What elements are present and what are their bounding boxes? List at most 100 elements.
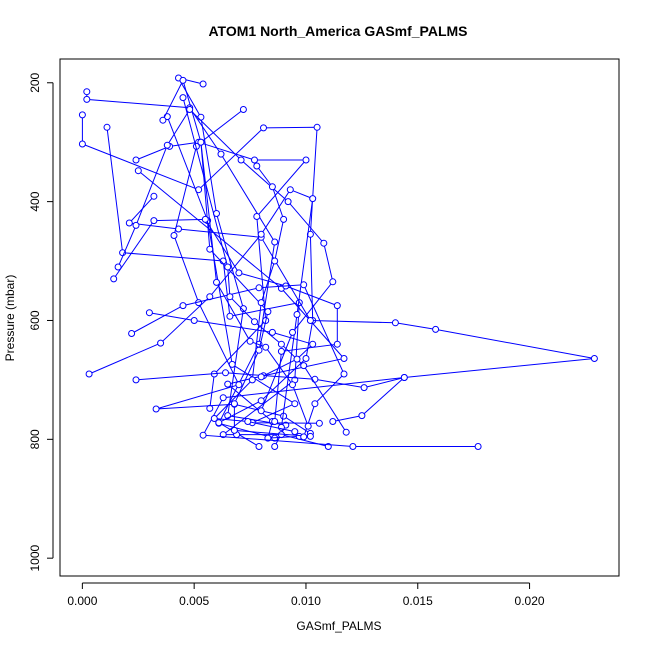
data-point: [78, 140, 86, 148]
data-point: [199, 431, 207, 439]
series-line: [113, 218, 338, 422]
data-point: [125, 219, 133, 227]
x-tick-label: 0.015: [403, 594, 433, 608]
data-point: [257, 397, 265, 405]
data-point: [255, 284, 263, 292]
data-point: [230, 400, 238, 408]
series-line: [88, 189, 314, 428]
x-axis-label: GASmf_PALMS: [296, 619, 381, 633]
x-tick-label: 0.005: [179, 594, 209, 608]
data-point: [179, 76, 187, 84]
series-line: [162, 79, 309, 427]
data-point: [277, 340, 285, 348]
data-point: [163, 141, 171, 149]
data-point: [246, 337, 254, 345]
data-point: [244, 418, 252, 425]
data-point: [134, 167, 142, 175]
data-point: [358, 412, 366, 420]
data-point: [215, 419, 223, 427]
data-point: [349, 443, 357, 450]
data-point: [280, 215, 288, 223]
chart-title: ATOM1 North_America GASmf_PALMS: [208, 23, 467, 39]
data-point: [78, 111, 86, 119]
data-point: [432, 325, 440, 333]
data-point: [179, 302, 187, 310]
data-point: [291, 400, 299, 408]
data-point: [340, 370, 348, 378]
data-point: [219, 394, 227, 402]
data-point: [309, 340, 317, 348]
data-point: [360, 384, 368, 392]
data-point: [271, 257, 279, 265]
y-tick-label: 800: [28, 429, 42, 449]
series-18: [145, 309, 317, 381]
data-point: [237, 156, 245, 164]
data-point: [145, 309, 153, 317]
data-point: [289, 328, 296, 336]
data-point: [300, 362, 308, 370]
data-point: [255, 346, 263, 354]
data-point: [132, 156, 140, 164]
data-point: [329, 278, 337, 286]
series-line: [106, 127, 329, 447]
x-tick-label: 0.010: [291, 594, 321, 608]
data-point: [333, 302, 341, 310]
data-point: [150, 192, 158, 200]
data-point: [186, 106, 194, 113]
data-point: [300, 433, 308, 441]
data-point: [284, 198, 292, 206]
data-point: [262, 343, 270, 351]
data-point: [271, 418, 279, 425]
data-point: [255, 443, 263, 450]
data-point: [268, 183, 276, 191]
data-point: [226, 293, 234, 301]
series-line: [86, 91, 276, 439]
y-tick-label: 200: [28, 72, 42, 92]
data-point: [306, 317, 314, 324]
y-tick-label: 1000: [28, 545, 42, 572]
data-point: [300, 281, 308, 289]
data-point: [302, 355, 310, 362]
data-point: [293, 311, 301, 318]
y-axis-label: Pressure (mbar): [3, 275, 17, 362]
data-point: [201, 215, 209, 223]
data-point: [179, 94, 187, 102]
data-point: [293, 355, 301, 363]
data-point: [251, 318, 258, 326]
data-point: [311, 400, 319, 408]
data-point: [264, 308, 272, 316]
series-14: [132, 369, 408, 425]
data-point: [85, 370, 93, 378]
series-line: [81, 114, 318, 447]
data-point: [235, 381, 243, 389]
data-point: [474, 443, 482, 450]
data-point: [157, 339, 165, 347]
data-point: [257, 373, 265, 381]
data-point: [190, 317, 198, 324]
series-4: [103, 123, 332, 450]
series-line: [182, 97, 347, 433]
series-line: [137, 170, 345, 439]
data-point: [391, 319, 399, 327]
data-point: [257, 299, 265, 307]
data-point: [306, 432, 314, 440]
data-point: [217, 150, 225, 158]
data-point: [114, 263, 122, 271]
y-axis: 200 400 600 800 1000: [28, 72, 54, 572]
data-point: [313, 123, 321, 131]
data-point: [320, 239, 328, 247]
data-point: [400, 374, 408, 381]
series-19: [210, 162, 299, 436]
data-point: [291, 428, 299, 436]
series-11: [85, 186, 317, 431]
data-point: [277, 347, 285, 355]
data-point: [226, 312, 234, 320]
data-point: [199, 80, 207, 88]
plot-frame: [59, 58, 620, 577]
series-15: [159, 76, 312, 430]
data-point: [342, 428, 350, 436]
data-point: [103, 123, 111, 131]
data-point: [150, 217, 158, 225]
data-point: [224, 380, 232, 388]
